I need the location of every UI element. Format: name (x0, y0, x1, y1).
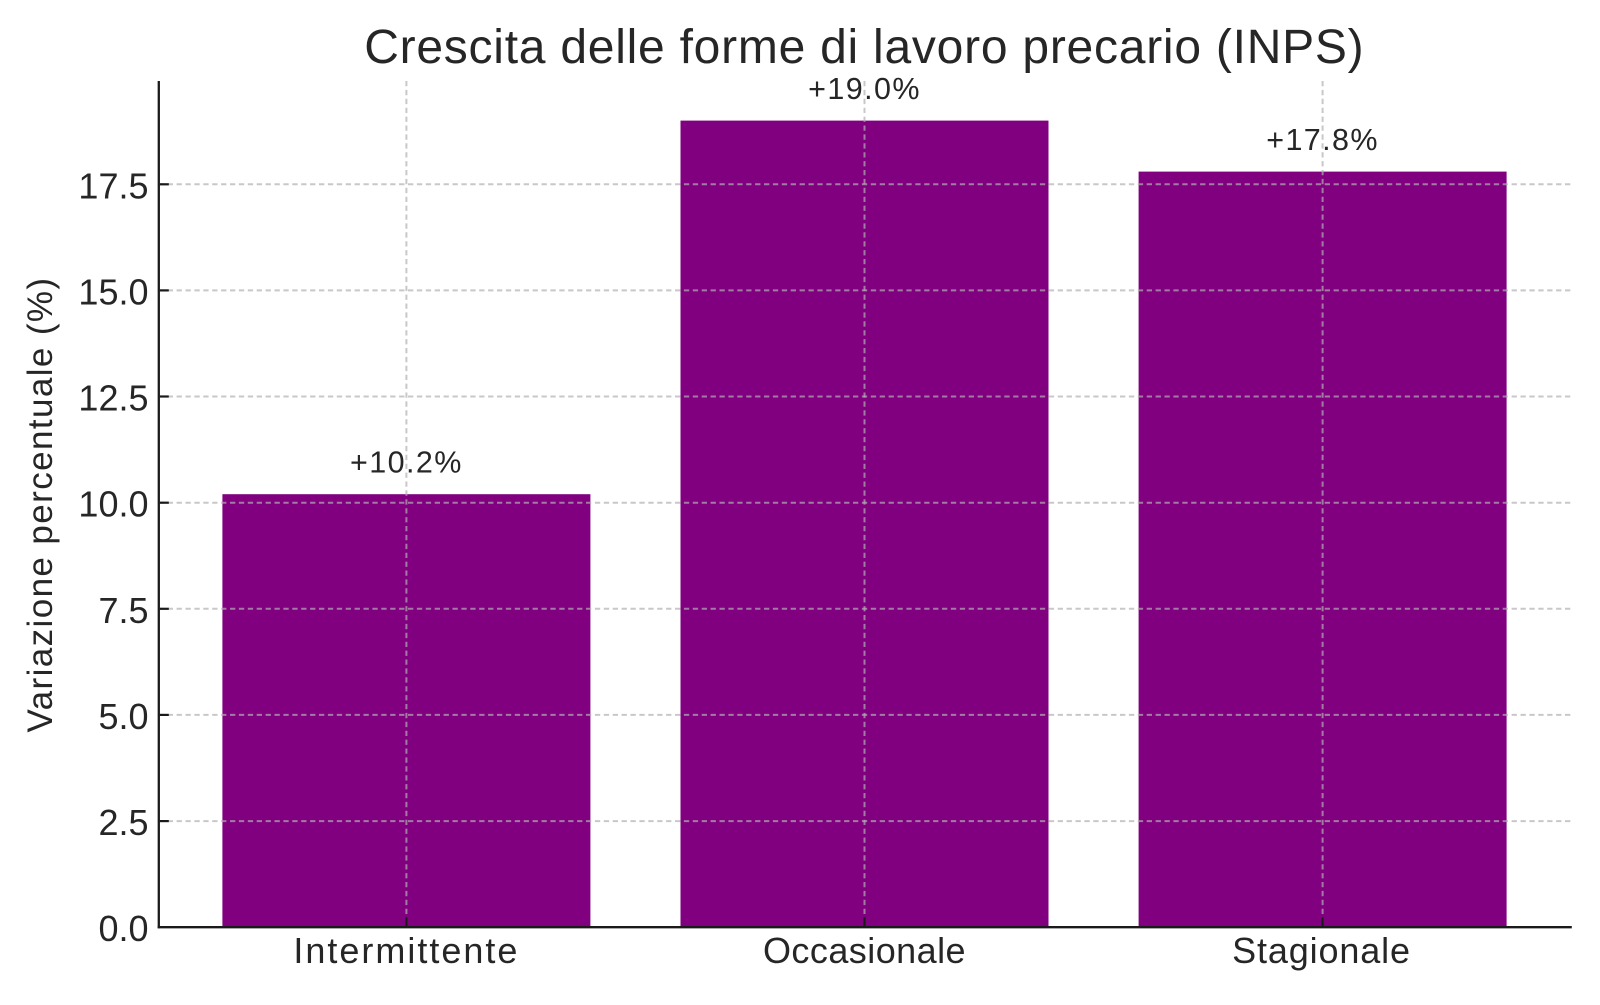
svg-text:17.5: 17.5 (78, 165, 148, 206)
svg-text:12.5: 12.5 (78, 378, 148, 419)
svg-text:+17.8%: +17.8% (1266, 123, 1379, 157)
svg-text:Occasionale: Occasionale (763, 930, 966, 971)
svg-text:0.0: 0.0 (98, 908, 148, 949)
svg-text:5.0: 5.0 (98, 696, 148, 737)
svg-text:+10.2%: +10.2% (350, 446, 463, 480)
svg-text:2.5: 2.5 (98, 802, 148, 843)
svg-text:Intermittente: Intermittente (293, 930, 519, 971)
svg-text:+19.0%: +19.0% (808, 72, 921, 106)
svg-text:Stagionale: Stagionale (1232, 930, 1411, 971)
svg-text:15.0: 15.0 (78, 271, 148, 312)
svg-text:10.0: 10.0 (78, 484, 148, 525)
svg-text:7.5: 7.5 (98, 590, 148, 631)
svg-text:Variazione percentuale (%): Variazione percentuale (%) (21, 277, 60, 733)
svg-text:Crescita delle forme di lavoro: Crescita delle forme di lavoro precario … (364, 21, 1364, 74)
